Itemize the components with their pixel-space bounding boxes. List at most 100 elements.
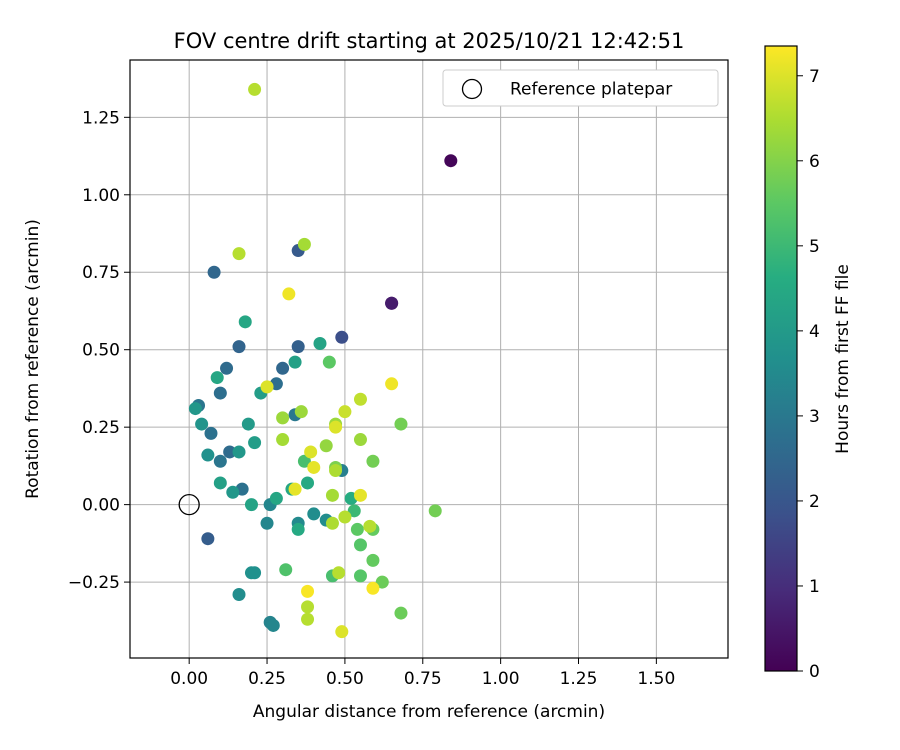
data-point: [260, 380, 274, 394]
x-tick-label: 0.00: [170, 669, 208, 689]
y-tick-label: 1.00: [82, 186, 120, 206]
y-tick-label: 0.25: [82, 418, 120, 438]
data-point: [350, 522, 364, 536]
data-point: [244, 498, 258, 512]
data-point: [276, 411, 290, 425]
data-point: [366, 581, 380, 595]
data-point: [248, 82, 262, 96]
data-points: [178, 82, 458, 639]
data-point: [195, 417, 209, 431]
x-tick-label: 0.25: [248, 669, 286, 689]
data-point: [301, 612, 315, 626]
data-point: [325, 488, 339, 502]
x-tick-label: 0.50: [326, 669, 364, 689]
data-point: [353, 433, 367, 447]
colorbar-frame: [764, 45, 798, 672]
data-point: [307, 460, 321, 474]
data-point: [282, 287, 296, 301]
colorbar-tick-label: 7: [809, 67, 820, 87]
data-point: [325, 516, 339, 530]
data-point: [385, 296, 399, 310]
reference-point-marker: [178, 493, 200, 516]
data-point: [213, 386, 227, 400]
data-point: [338, 405, 352, 419]
data-point: [288, 355, 302, 369]
x-tick-label: 1.50: [637, 669, 675, 689]
data-point: [394, 417, 408, 431]
x-tick-label: 1.00: [482, 669, 520, 689]
data-point: [347, 504, 361, 518]
data-point: [220, 361, 234, 375]
data-point: [291, 340, 305, 354]
data-point: [260, 516, 274, 530]
y-tick-label: 0.75: [82, 263, 120, 283]
data-point: [279, 563, 293, 577]
legend-reference-marker: [461, 78, 483, 100]
colorbar-tick-label: 2: [809, 492, 820, 512]
data-point: [269, 491, 283, 505]
data-point: [353, 538, 367, 552]
legend-label: Reference platepar: [510, 80, 672, 100]
data-point: [266, 618, 280, 632]
colorbar-label: Hours from first FF file: [833, 264, 853, 454]
data-point: [428, 504, 442, 518]
data-point: [301, 476, 315, 490]
colorbar-tick-label: 5: [809, 237, 820, 257]
data-point: [223, 445, 237, 459]
legend: Reference platepar: [442, 69, 719, 107]
data-point: [238, 315, 252, 329]
data-point: [188, 402, 202, 416]
legend-box: [442, 69, 719, 107]
chart-title: FOV centre drift starting at 2025/10/21 …: [174, 29, 685, 53]
y-axis-ticks: −0.25 0.00 0.25 0.50 0.75 1.00 1.25: [68, 108, 130, 593]
data-point: [297, 237, 311, 251]
colorbar: 0 1 2 3 4 5 6 7 Hours from first FF file: [764, 45, 853, 682]
data-point: [213, 476, 227, 490]
data-point: [297, 454, 311, 468]
x-tick-label: 0.75: [404, 669, 442, 689]
data-point: [313, 337, 327, 351]
y-axis-label: Rotation from reference (arcmin): [23, 219, 43, 499]
data-point: [366, 553, 380, 567]
data-point: [353, 488, 367, 502]
plot-area: [130, 60, 728, 658]
data-point: [207, 265, 221, 279]
data-point: [322, 355, 336, 369]
colorbar-tick-label: 1: [809, 577, 820, 597]
y-tick-label: 1.25: [82, 108, 120, 128]
data-point: [385, 377, 399, 391]
grid-lines: [130, 60, 728, 658]
data-point: [248, 566, 262, 580]
data-point: [276, 361, 290, 375]
data-point: [353, 392, 367, 406]
y-tick-label: 0.50: [82, 341, 120, 361]
colorbar-tick-label: 3: [809, 407, 820, 427]
data-point: [294, 405, 308, 419]
data-point: [394, 606, 408, 620]
data-point: [291, 522, 305, 536]
colorbar-tick-label: 4: [809, 322, 820, 342]
data-point: [232, 247, 246, 261]
data-point: [329, 420, 343, 434]
data-point: [304, 445, 318, 459]
x-tick-label: 1.25: [560, 669, 598, 689]
data-point: [213, 454, 227, 468]
data-point: [319, 439, 333, 453]
data-point: [338, 510, 352, 524]
data-point: [363, 519, 377, 533]
colorbar-ticks: 0 1 2 3 4 5 6 7: [797, 67, 820, 682]
data-point: [329, 464, 343, 478]
colorbar-tick-label: 0: [809, 662, 820, 682]
data-point: [366, 454, 380, 468]
data-point: [353, 569, 367, 583]
data-point: [335, 625, 349, 639]
data-point: [232, 340, 246, 354]
y-tick-label: −0.25: [68, 573, 120, 593]
data-point: [204, 426, 218, 440]
data-point: [335, 330, 349, 344]
data-point: [232, 445, 246, 459]
data-point: [301, 600, 315, 614]
x-axis-label: Angular distance from reference (arcmin): [253, 702, 605, 722]
x-axis-ticks: 0.00 0.25 0.50 0.75 1.00 1.25 1.50: [170, 658, 675, 689]
